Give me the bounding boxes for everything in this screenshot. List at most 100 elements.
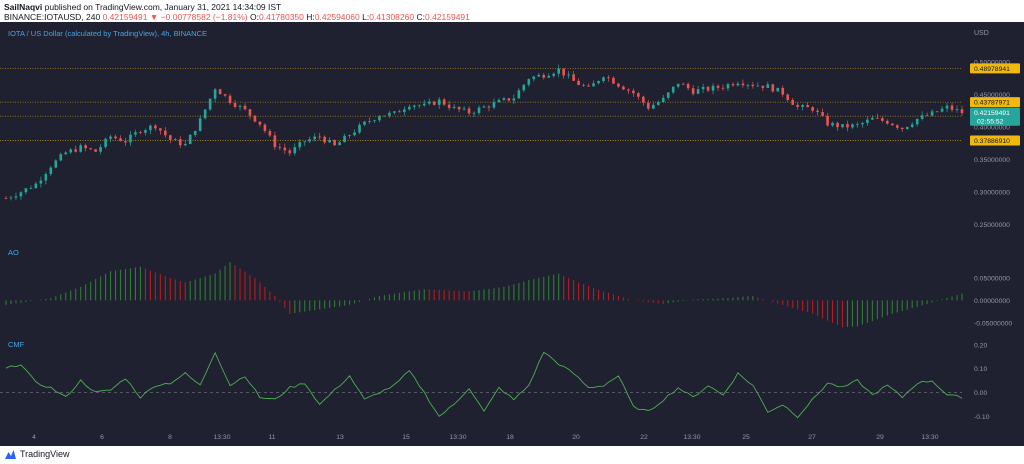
- candle-body: [358, 124, 361, 133]
- chart-panel[interactable]: IOTA / US Dollar (calculated by TradingV…: [0, 22, 1024, 446]
- x-axis-tick: 22: [640, 434, 648, 441]
- cmf-y-tick: 0.10: [974, 366, 987, 373]
- candle-body: [9, 197, 13, 199]
- candle-body: [831, 122, 834, 126]
- candle-body: [881, 118, 884, 121]
- level-price-label: 0.43787971: [974, 100, 1010, 107]
- change-value: −0.00778582 (−1.81%): [160, 12, 248, 22]
- candle-body: [193, 130, 197, 135]
- candle-body: [781, 87, 785, 95]
- candle-body: [323, 136, 326, 143]
- candle-body: [602, 77, 605, 82]
- candle-body: [467, 108, 471, 114]
- candle-body: [731, 84, 735, 86]
- candle-body: [696, 89, 700, 94]
- price-y-tick: 0.45000000: [974, 92, 1010, 99]
- candle-body: [278, 147, 282, 148]
- footer: TradingView: [0, 446, 1024, 464]
- candle-body: [243, 105, 247, 110]
- candle-body: [378, 116, 381, 121]
- candle-body: [477, 107, 481, 113]
- candle-body: [288, 150, 292, 154]
- level-price-label-bg: [970, 97, 1020, 108]
- candle-body: [54, 160, 58, 168]
- candle-body: [29, 188, 33, 189]
- level-price-label: 0.37886910: [974, 138, 1010, 145]
- candle-body: [183, 144, 187, 146]
- chart-canvas[interactable]: IOTA / US Dollar (calculated by TradingV…: [0, 22, 1024, 446]
- candle-body: [686, 84, 690, 89]
- ao-y-tick: 0.00000000: [974, 298, 1010, 305]
- candle-body: [876, 117, 879, 119]
- candle-body: [935, 111, 939, 113]
- candle-body: [233, 103, 237, 107]
- candle-body: [836, 122, 839, 128]
- candle-body: [363, 121, 366, 125]
- candle-body: [562, 68, 565, 76]
- candle-body: [592, 83, 595, 87]
- candle-body: [681, 83, 685, 85]
- tradingview-logo-icon[interactable]: [4, 449, 17, 460]
- chart-title: IOTA / US Dollar (calculated by TradingV…: [8, 29, 207, 38]
- candle-body: [139, 132, 142, 134]
- author-name[interactable]: SailNaqvi: [4, 2, 43, 12]
- candle-body: [412, 105, 416, 107]
- x-axis-tick: 15: [402, 434, 410, 441]
- candle-body: [427, 101, 431, 104]
- candle-body: [572, 74, 575, 81]
- candle-body: [651, 104, 655, 109]
- candle-body: [408, 106, 411, 110]
- candle-body: [567, 74, 570, 76]
- candle-body: [796, 104, 799, 107]
- candle-body: [612, 77, 615, 84]
- candle-body: [791, 99, 795, 105]
- candle-body: [522, 84, 526, 91]
- candle-body: [960, 109, 964, 114]
- candle-body: [198, 118, 202, 131]
- x-axis-tick: 8: [168, 434, 172, 441]
- ohlc-high-key: H:: [306, 12, 315, 22]
- candle-body: [388, 112, 391, 116]
- last-price-label-bg: [970, 107, 1020, 126]
- candle-body: [328, 140, 331, 143]
- publish-line: SailNaqvi published on TradingView.com, …: [4, 2, 281, 12]
- candle-body: [940, 108, 944, 112]
- candle-body: [253, 115, 257, 122]
- candle-body: [238, 105, 242, 107]
- candle-body: [811, 107, 814, 111]
- footer-brand[interactable]: TradingView: [20, 449, 70, 459]
- candle-body: [258, 121, 262, 125]
- candle-body: [313, 136, 317, 140]
- x-axis-tick: 25: [742, 434, 750, 441]
- publish-info: published on TradingView.com, January 31…: [44, 2, 282, 12]
- price-y-tick: 0.50000000: [974, 59, 1010, 66]
- candle-body: [213, 89, 217, 99]
- candle-body: [124, 141, 127, 143]
- ohlc-close-value: 0.42159491: [424, 12, 470, 22]
- level-price-label-bg: [970, 63, 1020, 74]
- ao-y-tick: -0.05000000: [974, 320, 1012, 327]
- candle-body: [223, 94, 227, 96]
- candle-body: [248, 109, 252, 116]
- candle-body: [547, 75, 551, 78]
- price-y-tick: 0.25000000: [974, 222, 1010, 229]
- candle-body: [627, 89, 630, 91]
- candle-body: [134, 132, 137, 135]
- candle-body: [104, 138, 107, 147]
- candle-body: [487, 106, 491, 108]
- candle-body: [910, 124, 914, 127]
- candle-body: [666, 92, 670, 98]
- candle-body: [886, 120, 889, 124]
- candle-body: [383, 115, 386, 117]
- candle-body: [701, 86, 705, 90]
- cmf-y-tick: -0.10: [974, 414, 990, 421]
- candle-body: [169, 135, 172, 140]
- candle-body: [173, 139, 177, 140]
- candle-body: [716, 85, 720, 88]
- candle-body: [218, 89, 222, 95]
- candle-body: [437, 99, 441, 105]
- ohlc-low-value: 0.41308260: [369, 12, 415, 22]
- ao-y-tick: 0.05000000: [974, 275, 1010, 282]
- candle-body: [821, 112, 824, 116]
- cmf-y-tick: 0.00: [974, 390, 987, 397]
